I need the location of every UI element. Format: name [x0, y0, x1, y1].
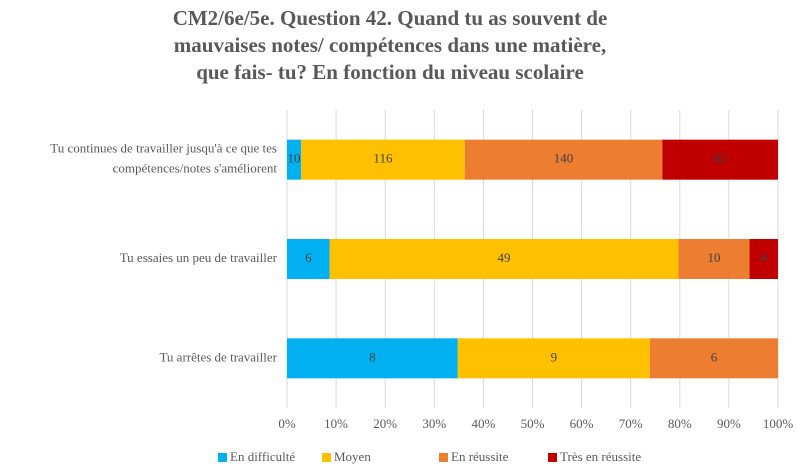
data-label: 6 — [711, 349, 718, 364]
bar-segment — [678, 239, 750, 279]
bar-segment — [749, 239, 778, 279]
bar-segment — [329, 239, 679, 279]
category-label: compétences/notes s'améliorent — [113, 161, 278, 176]
data-label: 10 — [707, 250, 720, 265]
x-tick-label: 0% — [278, 416, 296, 431]
legend-swatch — [548, 453, 557, 462]
x-tick-label: 70% — [619, 416, 643, 431]
x-tick-label: 20% — [373, 416, 397, 431]
legend-label: En réussite — [451, 449, 509, 464]
bar-segment — [662, 139, 778, 180]
data-label: 82 — [714, 151, 727, 166]
x-tick-label: 90% — [717, 416, 741, 431]
bar-segment — [457, 338, 650, 379]
x-tick-label: 80% — [668, 416, 692, 431]
bar-segment — [287, 139, 302, 180]
legend-label: Moyen — [334, 449, 371, 464]
legend-swatch — [439, 453, 448, 462]
bar-segment — [464, 139, 663, 180]
data-label: 4 — [761, 250, 768, 265]
x-tick-label: 100% — [763, 416, 794, 431]
category-label: Tu essaies un peu de travailler — [120, 250, 278, 265]
legend-label: En difficulté — [230, 449, 295, 464]
chart-title: mauvaises notes/ compétences dans une ma… — [174, 33, 606, 57]
x-tick-label: 40% — [471, 416, 495, 431]
bar-segment — [649, 338, 778, 379]
x-tick-label: 50% — [521, 416, 545, 431]
x-tick-label: 60% — [570, 416, 594, 431]
bar-segment — [301, 139, 465, 180]
chart-title: CM2/6e/5e. Question 42. Quand tu as souv… — [173, 6, 608, 30]
bar-segment — [287, 239, 330, 279]
legend-label: Très en réussite — [560, 449, 641, 464]
category-label: Tu arrêtes de travailler — [159, 349, 277, 364]
bar-segment — [287, 338, 458, 379]
data-label: 49 — [498, 250, 511, 265]
legend-swatch — [218, 453, 227, 462]
data-label: 10 — [288, 151, 301, 166]
data-label: 116 — [373, 151, 393, 166]
data-label: 6 — [305, 250, 312, 265]
data-label: 8 — [369, 349, 376, 364]
category-label: Tu continues de travailler jusqu'à ce qu… — [50, 141, 277, 156]
data-label: 9 — [551, 349, 558, 364]
chart-title: que fais- tu? En fonction du niveau scol… — [196, 60, 584, 84]
legend-swatch — [322, 453, 331, 462]
x-tick-label: 10% — [324, 416, 348, 431]
x-tick-label: 30% — [422, 416, 446, 431]
data-label: 140 — [554, 151, 574, 166]
